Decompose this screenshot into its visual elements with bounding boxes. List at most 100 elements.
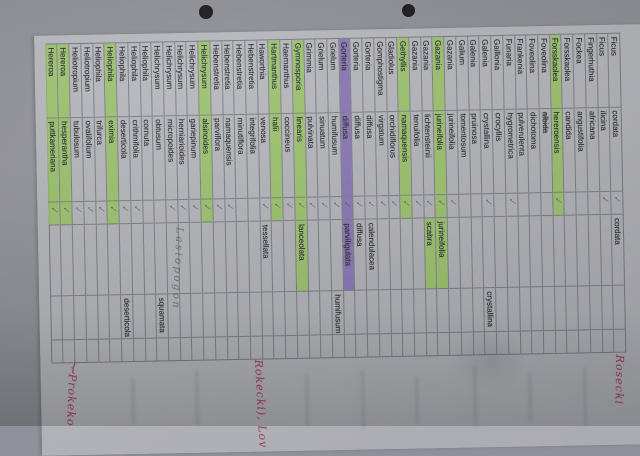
second-alt-name-cell <box>390 290 403 335</box>
empty-cell <box>497 332 508 354</box>
pencil-checkmark-icon: ✓ <box>119 205 131 214</box>
check-cell: ✓ <box>48 202 61 227</box>
second-alt-name-cell <box>519 287 532 332</box>
alt-name-cell: scabra <box>424 218 437 290</box>
red-ink-annotation-bottom: }Prokeko <box>64 361 79 427</box>
hole-punch-icon <box>199 5 213 19</box>
pencil-checkmark-icon: ✓ <box>61 206 72 215</box>
alt-name-cell <box>108 224 121 296</box>
alt-name-cell <box>237 222 250 294</box>
alt-name-cell <box>166 223 179 295</box>
species-cell: tubulosum <box>70 117 84 203</box>
check-cell: ✓ <box>107 201 119 225</box>
genus-cell: Hebenstretia <box>221 41 234 116</box>
species-cell: cornuta <box>141 116 154 202</box>
genus-cell: Ficus <box>596 33 609 108</box>
pencil-checkmark-icon: ✓ <box>49 206 61 215</box>
species-cell: dichotoma <box>527 108 541 194</box>
showthrough-streak <box>194 370 200 426</box>
alt-name-cell <box>119 224 132 296</box>
genus-cell: Foveolina <box>526 35 539 110</box>
genus-cell: Heliotropium <box>81 43 94 118</box>
genus-cell: Heliophila <box>104 43 117 118</box>
genus-cell: Gaillonia <box>491 35 504 110</box>
check-cell <box>529 193 541 217</box>
genus-cell: Haworthia <box>256 40 270 115</box>
second-alt-name-cell <box>613 285 625 330</box>
species-cell: venosa <box>258 114 271 200</box>
genus-cell: Gethyllis <box>397 37 410 112</box>
second-alt-name-cell <box>320 291 332 336</box>
check-cell: ✓ <box>201 199 213 224</box>
species-cell: candida <box>563 108 576 194</box>
species-cell: alsinoides <box>199 115 213 201</box>
species-cell: minutiflora <box>234 114 248 200</box>
second-alt-name-cell <box>496 288 508 333</box>
species-cell: ilicina <box>598 107 611 193</box>
check-cell: ✓ <box>424 195 436 219</box>
empty-cell <box>438 333 449 355</box>
second-alt-name-cell <box>367 290 379 335</box>
check-cell <box>236 199 248 223</box>
check-cell: ✓ <box>412 195 424 220</box>
species-cell: tomentosum <box>457 110 470 196</box>
alt-name-cell <box>225 222 238 294</box>
check-cell: ✓ <box>60 202 72 226</box>
species-cell: pulvinata <box>305 113 318 199</box>
empty-cell <box>556 331 567 353</box>
empty-cell <box>474 332 485 354</box>
empty-cell <box>427 333 438 355</box>
species-cell: virgatum <box>375 111 388 197</box>
check-cell: ✓ <box>365 196 377 220</box>
species-cell: namaquensis <box>398 111 412 197</box>
check-cell: ✓ <box>84 202 96 226</box>
genus-cell: Frankenia <box>514 35 527 110</box>
second-alt-name-cell <box>437 289 450 334</box>
alt-name-cell <box>588 215 601 287</box>
genus-cell: Gazania <box>420 37 434 112</box>
genus-cell: Gorteria <box>362 38 375 113</box>
empty-cell <box>204 337 215 359</box>
alt-name-cell <box>84 225 97 297</box>
showthrough-streak <box>414 376 420 425</box>
check-cell: ✓ <box>611 192 623 216</box>
showthrough-streak <box>527 372 533 423</box>
alt-name-cell <box>401 219 414 291</box>
showthrough-streak <box>130 377 136 425</box>
pencil-checkmark-icon: ✓ <box>213 203 225 212</box>
empty-cell <box>99 340 110 362</box>
second-alt-name-cell <box>402 289 414 334</box>
pencil-checkmark-icon: ✓ <box>131 205 143 214</box>
species-cell: trifurca <box>94 117 107 203</box>
check-cell: ✓ <box>95 201 108 226</box>
alt-name-cell <box>248 221 261 293</box>
alt-name-cell <box>389 219 402 291</box>
empty-cell <box>356 335 367 357</box>
species-cell: jurineifolia <box>434 110 447 196</box>
genus-cell: Gorteria <box>338 38 352 113</box>
alt-name-cell <box>600 215 613 287</box>
genus-cell: Helichrysum <box>151 42 164 117</box>
empty-cell <box>63 340 74 362</box>
genus-cell: Hebenstretia <box>210 41 223 116</box>
pencil-checkmark-icon: ✓ <box>318 201 330 210</box>
check-cell <box>248 199 260 223</box>
pencil-checkmark-icon: ✓ <box>424 199 436 208</box>
genus-cell: Grimmia <box>303 39 316 114</box>
pencil-checkmark-icon: ✓ <box>307 201 319 210</box>
pencil-checkmark-icon: ✓ <box>365 200 377 209</box>
pencil-checkmark-icon: ✓ <box>295 202 307 211</box>
species-cell: crystallina <box>480 109 494 195</box>
second-alt-name-cell <box>168 294 180 339</box>
check-cell <box>564 192 576 217</box>
check-cell <box>588 192 600 216</box>
check-cell: ✓ <box>72 202 84 226</box>
species-cell: diffusa <box>340 112 353 198</box>
check-cell: ✓ <box>482 194 494 218</box>
second-alt-name-cell <box>355 290 368 335</box>
pencil-checkmark-icon: ✓ <box>377 200 389 209</box>
check-cell: ✓ <box>177 200 190 224</box>
second-alt-name-cell <box>378 290 391 335</box>
pencil-checkmark-icon: ✓ <box>330 201 342 210</box>
empty-cell <box>602 330 613 352</box>
